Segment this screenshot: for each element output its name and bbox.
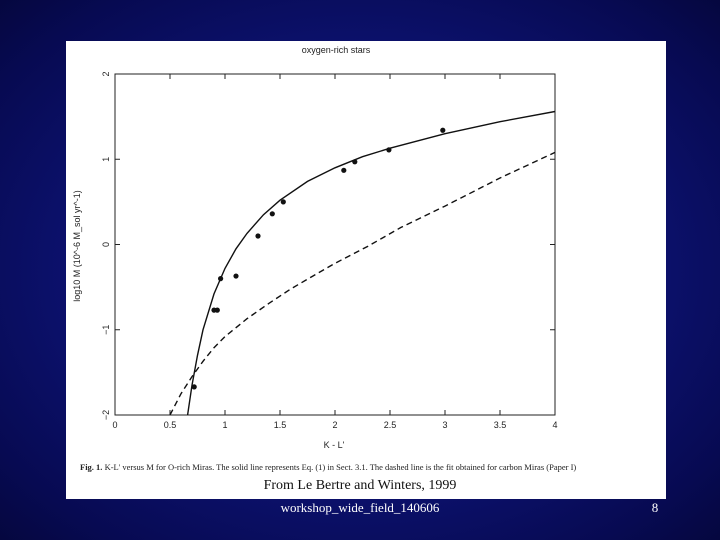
- x-axis-label: K - L': [324, 440, 345, 450]
- plot-frame: [114, 73, 556, 416]
- x-tick-label: 1: [222, 420, 227, 430]
- slide-footer: workshop_wide_field_140606: [280, 500, 440, 515]
- data-point: [440, 127, 446, 133]
- y-tick-label: −2: [101, 410, 111, 420]
- x-tick-label: 0: [112, 420, 117, 430]
- data-point: [218, 276, 224, 282]
- y-tick-label: −1: [101, 325, 111, 335]
- figure-panel: oxygen-rich stars 0 0.5 1 1.5 2 2.5 3 3.5 4 −2 −1…: [66, 41, 666, 499]
- x-tick-label: 4: [552, 420, 557, 430]
- scatter-chart: oxygen-rich stars 0 0.5 1 1.5 2 2.5 3 3.5 4 −2 −1…: [72, 45, 558, 450]
- data-point: [341, 167, 347, 173]
- data-point: [233, 273, 239, 279]
- x-tick-label: 0.5: [164, 420, 177, 430]
- x-tick-label: 3: [442, 420, 447, 430]
- data-point: [255, 233, 261, 239]
- x-tick-label: 3.5: [494, 420, 507, 430]
- y-axis-label: log10 M (10^-6 M_sol yr^-1): [72, 190, 82, 301]
- equation-fit-solid-line: [186, 110, 555, 415]
- caption-label: Fig. 1.: [80, 462, 103, 472]
- data-point: [191, 384, 197, 390]
- x-tick-label: 2.5: [384, 420, 397, 430]
- carbon-fit-dashed-line: [169, 151, 555, 415]
- x-tick-label: 2: [332, 420, 337, 430]
- x-tick-label: 1.5: [274, 420, 287, 430]
- data-point: [386, 147, 392, 153]
- series-layer: [169, 110, 555, 415]
- caption-text: K-L' versus M for O-rich Miras. The soli…: [102, 462, 577, 472]
- y-tick-label: 1: [101, 157, 111, 162]
- points-layer: [191, 127, 446, 390]
- y-tick-label: 2: [101, 71, 111, 76]
- data-point: [214, 307, 220, 313]
- figure-caption: Fig. 1. K-L' versus M for O-rich Miras. …: [80, 461, 650, 473]
- y-tick-label: 0: [101, 242, 111, 247]
- chart-title: oxygen-rich stars: [302, 45, 371, 55]
- slide-number: 8: [651, 500, 659, 515]
- data-point: [352, 159, 358, 165]
- source-citation: From Le Bertre and Winters, 1999: [263, 478, 457, 493]
- y-axis-ticks: −2 −1 0 1 2: [101, 71, 555, 420]
- data-point: [280, 199, 286, 205]
- data-point: [269, 211, 275, 217]
- x-axis-ticks: 0 0.5 1 1.5 2 2.5 3 3.5 4: [112, 74, 558, 430]
